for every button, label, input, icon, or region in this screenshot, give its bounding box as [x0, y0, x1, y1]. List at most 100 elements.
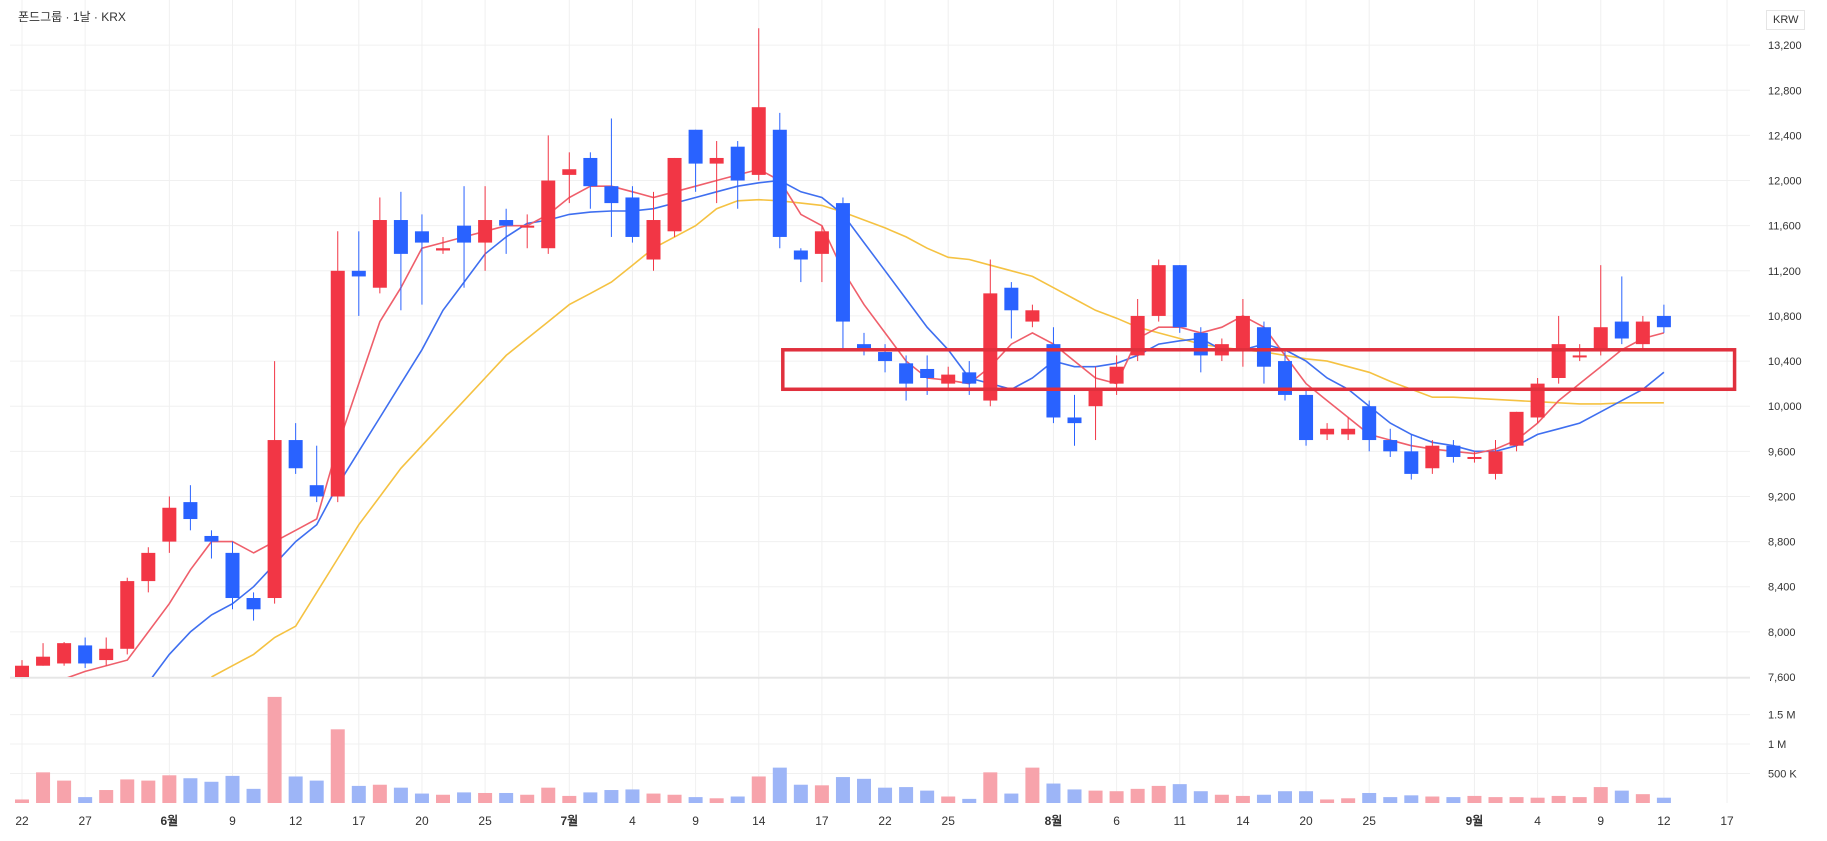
volume-bar: [1193, 791, 1208, 803]
currency-label[interactable]: KRW: [1766, 10, 1806, 30]
price-tick-label: 12,000: [1768, 176, 1802, 188]
volume-bar: [920, 790, 935, 803]
volume-bar: [1004, 793, 1019, 803]
volume-bar: [372, 784, 387, 803]
price-tick-label: 10,400: [1768, 356, 1802, 368]
volume-bar: [1614, 790, 1629, 803]
candle-body: [162, 507, 177, 542]
candle-body: [1025, 310, 1040, 322]
volume-bar: [1172, 784, 1187, 803]
candle-body: [520, 225, 535, 228]
volume-bar: [1109, 791, 1124, 803]
time-tick-label: 14: [1236, 814, 1250, 828]
volume-bar: [204, 781, 219, 803]
candle-body: [141, 552, 156, 582]
volume-bar: [1467, 795, 1482, 803]
volume-bar: [541, 787, 556, 803]
highlight-box: [781, 348, 1737, 392]
volume-bar: [1341, 798, 1356, 803]
candle-body: [288, 440, 303, 469]
candle-body: [1635, 321, 1650, 345]
volume-bar: [751, 776, 766, 803]
volume-bar: [1299, 791, 1314, 803]
time-tick-label: 12: [289, 814, 303, 828]
price-tick-label: 8,800: [1768, 537, 1796, 549]
candle-body: [1530, 383, 1545, 418]
volume-tick-label: 500 K: [1768, 769, 1797, 781]
volume-bar: [793, 784, 808, 803]
candle-body: [941, 374, 956, 384]
volume-bar: [962, 798, 977, 803]
volume-bar: [1404, 795, 1419, 803]
candle-body: [78, 645, 93, 664]
volume-bar: [1214, 794, 1229, 803]
volume-bar: [1425, 796, 1440, 803]
candle-body: [36, 656, 51, 666]
time-tick-label: 7월: [560, 813, 578, 828]
candle-body: [688, 129, 703, 164]
candle-body: [1067, 417, 1082, 424]
grid-lines: [10, 0, 1750, 803]
candle-body: [1446, 445, 1461, 457]
volume-bar: [309, 780, 324, 803]
volume-bar: [1088, 790, 1103, 803]
candle-body: [457, 225, 472, 243]
candle-body: [1593, 327, 1608, 350]
candle-body: [1235, 315, 1250, 350]
time-tick-label: 20: [415, 814, 429, 828]
candle-body: [1109, 366, 1124, 384]
volume-bar: [1130, 788, 1145, 803]
candle-body: [393, 220, 408, 254]
candle-body: [751, 107, 766, 175]
candle-body: [709, 157, 724, 164]
volume-bar: [1530, 797, 1545, 803]
candle-body: [351, 270, 366, 277]
candle-body: [414, 231, 429, 243]
volume-bar: [414, 793, 429, 803]
volume-bar: [1235, 795, 1250, 803]
candle-body: [1299, 394, 1314, 441]
volume-bar: [330, 729, 345, 803]
volume-bar: [604, 790, 619, 803]
volume-bar: [141, 780, 156, 803]
volume-bar: [1656, 797, 1671, 803]
time-tick-label: 14: [752, 814, 766, 828]
candle-body: [878, 352, 893, 362]
candle-body: [962, 372, 977, 384]
candle-body: [225, 552, 240, 599]
volume-bar: [562, 795, 577, 803]
volume-pane: [15, 696, 1671, 803]
candle-body: [478, 220, 493, 243]
volume-bar: [57, 780, 72, 803]
price-tick-label: 9,600: [1768, 446, 1796, 458]
candle-body: [1151, 265, 1166, 316]
time-tick-label: 17: [1720, 814, 1734, 828]
candle-body: [246, 598, 261, 610]
candle-body: [604, 186, 619, 204]
time-tick-label: 9월: [1466, 813, 1484, 828]
price-tick-label: 8,400: [1768, 582, 1796, 594]
candle-body: [1488, 451, 1503, 474]
candle-body: [1551, 344, 1566, 378]
time-tick-label: 8월: [1045, 813, 1063, 828]
time-tick-label: 27: [78, 814, 92, 828]
price-tick-label: 10,800: [1768, 311, 1802, 323]
volume-tick-label: 1.5 M: [1768, 710, 1796, 722]
volume-bar: [162, 775, 177, 803]
volume-bar: [1151, 785, 1166, 803]
candle-body: [330, 270, 345, 497]
volume-bar: [1551, 795, 1566, 803]
volume-bar: [246, 788, 261, 803]
candle-body: [562, 169, 577, 175]
volume-bar: [1067, 789, 1082, 803]
price-axis: 13,200 12,800 12,400 12,000 11,600 11,200 10,8…: [1768, 40, 1802, 684]
price-pane: [15, 28, 1737, 677]
volume-bar: [878, 787, 893, 803]
volume-bar: [1488, 797, 1503, 803]
volume-bar: [941, 796, 956, 803]
time-tick-label: 4: [1534, 814, 1541, 828]
volume-bar: [120, 779, 135, 803]
volume-bar: [1446, 797, 1461, 803]
time-tick-label: 17: [815, 814, 829, 828]
